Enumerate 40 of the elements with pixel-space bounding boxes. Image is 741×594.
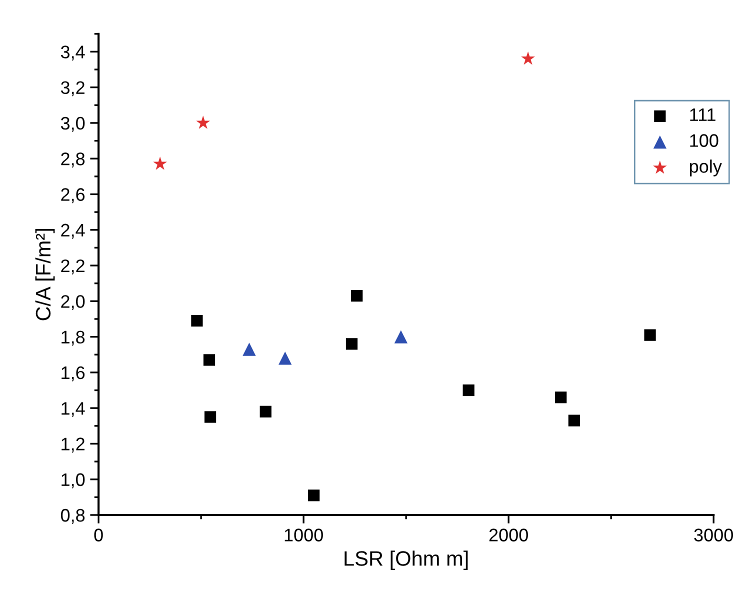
y-tick-label: 1,8 bbox=[62, 330, 85, 346]
y-tick-label: 2,8 bbox=[61, 152, 85, 168]
y-tick-label: 1,0 bbox=[62, 473, 85, 488]
y-tick-label: 2,4 bbox=[61, 224, 85, 239]
point bbox=[568, 414, 580, 426]
point bbox=[351, 290, 363, 302]
legend-label: 100 bbox=[690, 134, 718, 147]
y-tick-label: 3,2 bbox=[60, 81, 84, 96]
point bbox=[346, 338, 358, 350]
point bbox=[153, 156, 167, 170]
point bbox=[644, 329, 656, 341]
y-tick-label: 3,0 bbox=[60, 116, 85, 132]
y-tick-label: 2,6 bbox=[61, 188, 85, 204]
y-tick-label: 2,2 bbox=[61, 259, 84, 274]
y-tick-label: 3,4 bbox=[60, 46, 85, 61]
x-tick-label: 0 bbox=[94, 528, 103, 542]
point bbox=[260, 406, 272, 418]
point bbox=[394, 330, 408, 344]
y-tick-label: 1,6 bbox=[62, 366, 85, 382]
point bbox=[196, 116, 210, 129]
legend-label: poly bbox=[690, 160, 722, 176]
x-tick-label: 3000 bbox=[694, 528, 733, 542]
point bbox=[204, 411, 216, 423]
point bbox=[308, 490, 320, 502]
y-tick-label: 1,2 bbox=[62, 438, 84, 453]
y-axis-title: C/A [F/m²] bbox=[35, 229, 55, 320]
x-tick-label: 1000 bbox=[284, 528, 323, 542]
y-tick-label: 1,4 bbox=[62, 402, 85, 417]
y-tick-label: 2,0 bbox=[61, 295, 85, 310]
x-axis-title: LSR [Ohm m] bbox=[344, 550, 468, 570]
point bbox=[203, 354, 216, 366]
legend-label: 111 bbox=[690, 108, 716, 121]
point bbox=[521, 52, 535, 65]
point bbox=[191, 314, 203, 327]
x-tick-label: 2000 bbox=[489, 528, 528, 542]
point bbox=[278, 352, 292, 365]
y-tick-label: 0,8 bbox=[60, 508, 85, 524]
point bbox=[462, 384, 474, 396]
point bbox=[555, 392, 567, 404]
point bbox=[242, 342, 256, 356]
